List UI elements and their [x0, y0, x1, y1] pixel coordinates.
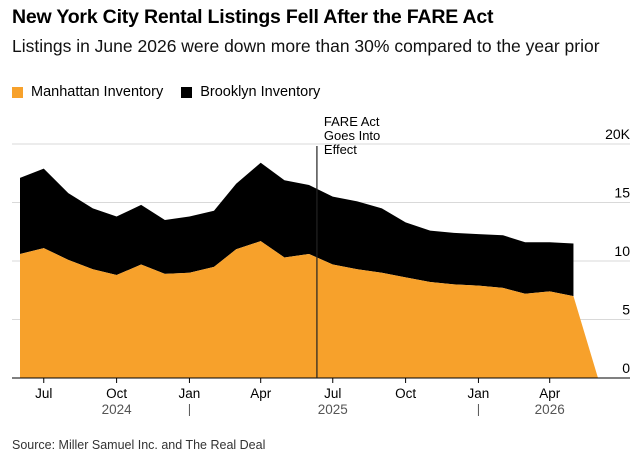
year-label: 2025: [318, 402, 348, 417]
legend-item-manhattan: Manhattan Inventory: [12, 84, 163, 100]
y-tick-label: 5: [622, 302, 630, 318]
legend-label-brooklyn: Brooklyn Inventory: [200, 84, 321, 100]
annotation-label: Effect: [324, 142, 357, 157]
y-tick-label: 15: [614, 185, 630, 201]
y-tick-label: 20K: [605, 126, 631, 142]
x-tick-label: Jan: [468, 386, 490, 401]
legend-label-manhattan: Manhattan Inventory: [31, 84, 164, 100]
annotation-label: FARE Act: [324, 114, 380, 129]
source-note: Source: Miller Samuel Inc. and The Real …: [12, 438, 266, 452]
y-tick-label: 0: [622, 360, 630, 376]
chart-subtitle: Listings in June 2026 were down more tha…: [12, 36, 600, 56]
annotation-label: Goes Into: [324, 128, 380, 143]
x-tick-label: Oct: [395, 386, 416, 401]
area-manhattan: [20, 241, 598, 378]
x-tick-label: Jan: [179, 386, 201, 401]
x-tick-label: Jul: [35, 386, 52, 401]
year-label: 2026: [535, 402, 565, 417]
x-tick-label: Apr: [250, 386, 272, 401]
x-tick-label: Apr: [539, 386, 561, 401]
x-tick-label: Oct: [106, 386, 127, 401]
legend-swatch-manhattan: [12, 86, 23, 98]
legend-swatch-brooklyn: [181, 86, 193, 98]
area-brooklyn: [20, 162, 574, 297]
legend-item-brooklyn: Brooklyn Inventory: [181, 84, 320, 100]
chart-title: New York City Rental Listings Fell After…: [12, 6, 494, 28]
y-tick-label: 10: [614, 243, 630, 259]
year-label: 2024: [102, 402, 133, 417]
legend: Manhattan Inventory Brooklyn Inventory: [12, 84, 338, 100]
x-tick-label: Jul: [324, 386, 341, 401]
